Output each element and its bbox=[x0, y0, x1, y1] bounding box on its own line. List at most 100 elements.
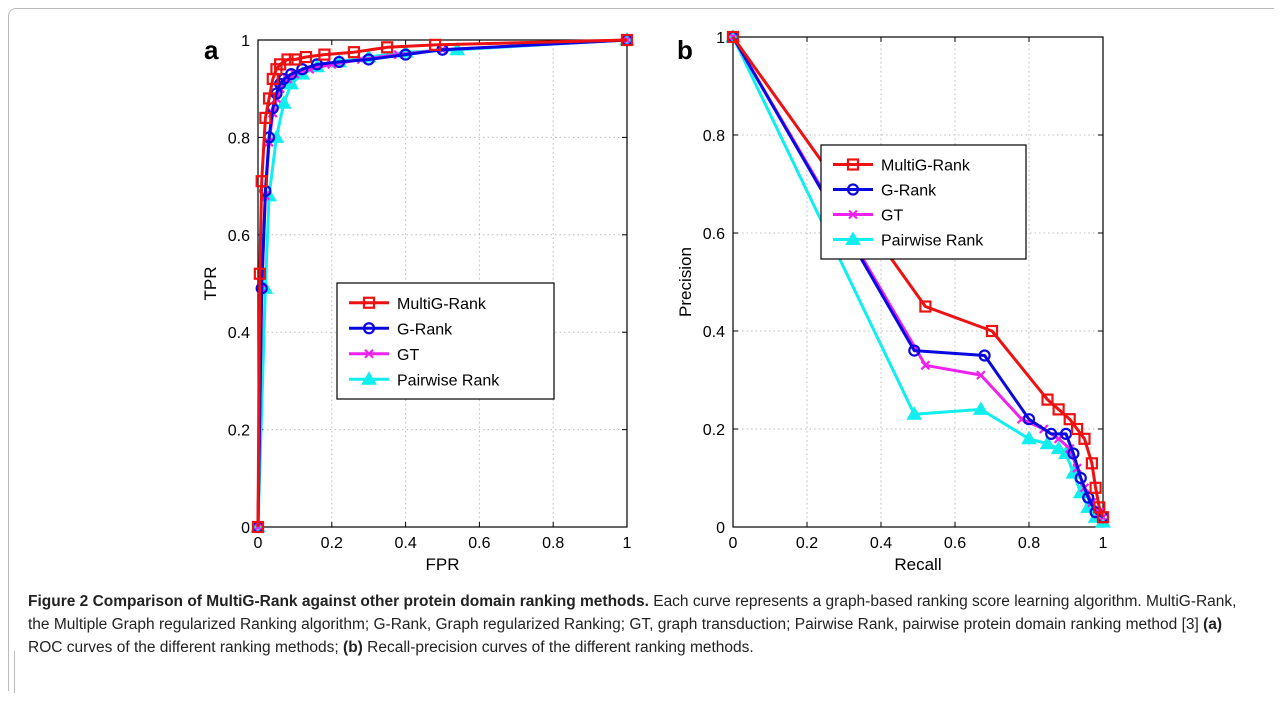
legend-label: GT bbox=[881, 208, 903, 225]
series-pairwise-rank bbox=[725, 29, 1111, 528]
y-tick-label: 0 bbox=[716, 520, 725, 537]
data-point bbox=[251, 520, 265, 534]
legend: MultiG-Rank G-Rank GT Pairwise Rank bbox=[336, 282, 555, 400]
x-tick-label: 0.2 bbox=[796, 535, 818, 552]
data-point bbox=[1074, 471, 1087, 485]
x-tick-label: 0 bbox=[729, 535, 738, 552]
legend-label: MultiG-Rank bbox=[881, 158, 971, 175]
y-tick-label: 0.4 bbox=[228, 325, 250, 342]
data-point bbox=[255, 175, 268, 188]
caption-label-b: (b) bbox=[343, 639, 363, 656]
data-point bbox=[1021, 430, 1037, 445]
plot-area bbox=[733, 37, 1103, 527]
data-point bbox=[1096, 511, 1110, 524]
y-tick-label: 0.2 bbox=[228, 423, 250, 440]
x-tick-label: 0.8 bbox=[1018, 535, 1040, 552]
data-point bbox=[299, 50, 313, 64]
data-point bbox=[347, 46, 361, 59]
x-tick-label: 0.8 bbox=[542, 535, 564, 552]
panel-label: a bbox=[204, 35, 219, 65]
axes-box bbox=[257, 39, 628, 528]
caption-text-1: Each curve represents a graph-based rank… bbox=[28, 593, 1237, 633]
y-tick-label: 0 bbox=[241, 520, 250, 537]
data-point bbox=[1045, 427, 1058, 440]
data-point bbox=[1063, 413, 1076, 426]
data-point bbox=[1089, 481, 1102, 494]
data-point bbox=[318, 48, 331, 61]
data-point bbox=[973, 401, 989, 415]
data-point bbox=[920, 360, 931, 371]
y-axis-label: Precision bbox=[676, 247, 695, 317]
y-axis-label: TPR bbox=[201, 267, 220, 301]
legend-marker bbox=[848, 209, 858, 220]
series-multig-rank bbox=[251, 33, 634, 534]
x-tick-label: 1 bbox=[1099, 535, 1108, 552]
panel-label: b bbox=[677, 35, 693, 65]
legend-marker bbox=[361, 371, 377, 385]
figure-plots: 0 0.2 0.4 0.6 0.8 1 0 0.2 0.4 0.6 0.8 1 FPR TPR a Multi… bbox=[201, 29, 1111, 574]
data-point bbox=[362, 53, 375, 66]
legend-marker bbox=[362, 296, 376, 309]
x-tick-label: 0.2 bbox=[321, 535, 343, 552]
legend-marker bbox=[845, 231, 861, 245]
data-point bbox=[281, 53, 294, 66]
series-multig-rank bbox=[726, 30, 1110, 524]
y-tick-label: 0.8 bbox=[703, 128, 725, 145]
data-point bbox=[296, 63, 309, 76]
x-tick-label: 1 bbox=[623, 535, 632, 552]
caption-label-a: (a) bbox=[1203, 616, 1223, 633]
data-point bbox=[1078, 432, 1091, 445]
legend-label: G-Rank bbox=[881, 183, 937, 200]
data-point bbox=[429, 38, 442, 51]
y-tick-label: 0.6 bbox=[228, 228, 250, 245]
caption-text-2: ROC curves of the different ranking meth… bbox=[28, 639, 344, 656]
data-point bbox=[908, 344, 921, 357]
data-point bbox=[255, 282, 268, 295]
data-point bbox=[620, 33, 634, 47]
legend-label: MultiG-Rank bbox=[397, 296, 487, 313]
x-tick-label: 0.6 bbox=[468, 535, 490, 552]
data-point bbox=[1022, 413, 1036, 426]
caption-text-3: Recall-precision curves of the different… bbox=[362, 639, 754, 656]
data-point bbox=[978, 349, 991, 362]
legend-marker bbox=[364, 348, 374, 359]
y-tick-label: 1 bbox=[716, 30, 725, 47]
legend-label: Pairwise Rank bbox=[397, 372, 500, 389]
data-point bbox=[399, 48, 412, 61]
data-point bbox=[310, 58, 324, 71]
data-point bbox=[253, 267, 266, 280]
data-point bbox=[285, 67, 298, 81]
frame-edge bbox=[14, 651, 15, 693]
legend-marker bbox=[846, 158, 860, 171]
legend-label: G-Rank bbox=[397, 321, 453, 338]
y-tick-label: 0.4 bbox=[703, 324, 725, 341]
figure-caption: Figure 2 Comparison of MultiG-Rank again… bbox=[28, 590, 1258, 659]
legend-label: GT bbox=[397, 347, 419, 364]
data-point bbox=[1039, 435, 1056, 450]
x-axis-label: Recall bbox=[894, 555, 941, 574]
data-point bbox=[1050, 440, 1067, 455]
data-point bbox=[985, 324, 999, 338]
data-point bbox=[1067, 447, 1080, 460]
data-point bbox=[919, 300, 932, 313]
y-tick-label: 0.6 bbox=[703, 226, 725, 243]
chart-panel-a: 0 0.2 0.4 0.6 0.8 1 0 0.2 0.4 0.6 0.8 1 FPR TPR a Multi… bbox=[201, 32, 635, 574]
data-point bbox=[1041, 393, 1054, 406]
data-point bbox=[1082, 491, 1095, 504]
data-point bbox=[906, 406, 923, 420]
y-tick-label: 0.2 bbox=[703, 422, 725, 439]
x-axis-label: FPR bbox=[426, 555, 460, 574]
legend-label: Pairwise Rank bbox=[881, 233, 984, 250]
data-point bbox=[262, 92, 276, 105]
axes-box bbox=[732, 36, 1104, 528]
series-line bbox=[256, 38, 628, 528]
data-point bbox=[976, 370, 986, 380]
x-tick-label: 0.4 bbox=[870, 535, 892, 552]
data-point bbox=[1085, 457, 1099, 470]
data-point bbox=[381, 41, 394, 54]
x-tick-label: 0.6 bbox=[944, 535, 966, 552]
legend-marker bbox=[362, 322, 376, 335]
y-tick-label: 1 bbox=[241, 33, 250, 50]
caption-title: Figure 2 Comparison of MultiG-Rank again… bbox=[28, 593, 649, 610]
data-point bbox=[1052, 403, 1065, 416]
